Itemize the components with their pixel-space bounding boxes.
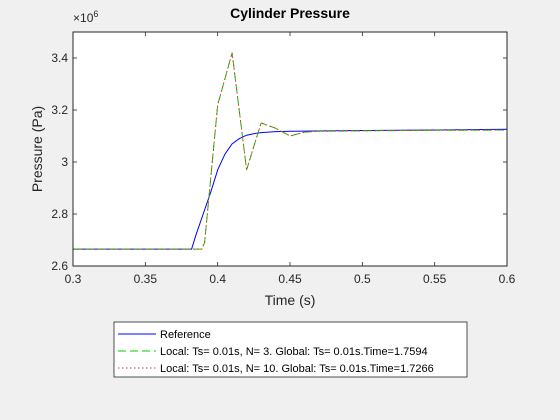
x-tick-label: 0.45	[278, 272, 302, 286]
chart-title: Cylinder Pressure	[230, 5, 350, 21]
y-tick-label: 2.8	[51, 207, 68, 221]
x-tick-label: 0.3	[65, 272, 82, 286]
series-line-3	[73, 52, 508, 250]
y-exponent-base: ×106	[73, 9, 98, 25]
legend-label-1: Reference	[160, 329, 211, 341]
y-tick-label: 3.2	[51, 103, 68, 117]
x-tick-label: 0.4	[209, 272, 226, 286]
y-tick-label: 3	[61, 155, 68, 169]
legend-label-3: Local: Ts= 0.01s, N= 10. Global: Ts= 0.0…	[160, 363, 434, 375]
y-axis-label: Pressure (Pa)	[29, 106, 45, 192]
x-tick-label: 0.55	[423, 272, 447, 286]
legend-label-2: Local: Ts= 0.01s, N= 3. Global: Ts= 0.01…	[160, 346, 428, 358]
y-tick-label: 3.4	[51, 51, 68, 65]
x-tick-label: 0.5	[354, 272, 371, 286]
plot-area	[73, 32, 507, 266]
x-axis-label: Time (s)	[265, 292, 316, 308]
x-ticks: 0.3 0.35 0.4 0.45 0.5 0.55 0.6	[65, 32, 516, 286]
legend[interactable]: Reference Local: Ts= 0.01s, N= 3. Global:…	[113, 321, 468, 378]
y-exponent: ×106	[73, 9, 98, 25]
legend-box	[113, 321, 468, 378]
x-tick-label: 0.35	[134, 272, 158, 286]
y-ticks: 2.6 2.8 3 3.2 3.4	[51, 51, 507, 273]
y-tick-label: 2.6	[51, 259, 68, 273]
series-lines	[73, 52, 508, 250]
x-tick-label: 0.6	[499, 272, 516, 286]
